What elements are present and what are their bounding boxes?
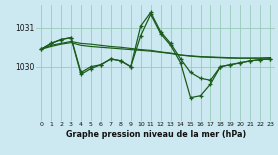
X-axis label: Graphe pression niveau de la mer (hPa): Graphe pression niveau de la mer (hPa) bbox=[66, 130, 246, 139]
